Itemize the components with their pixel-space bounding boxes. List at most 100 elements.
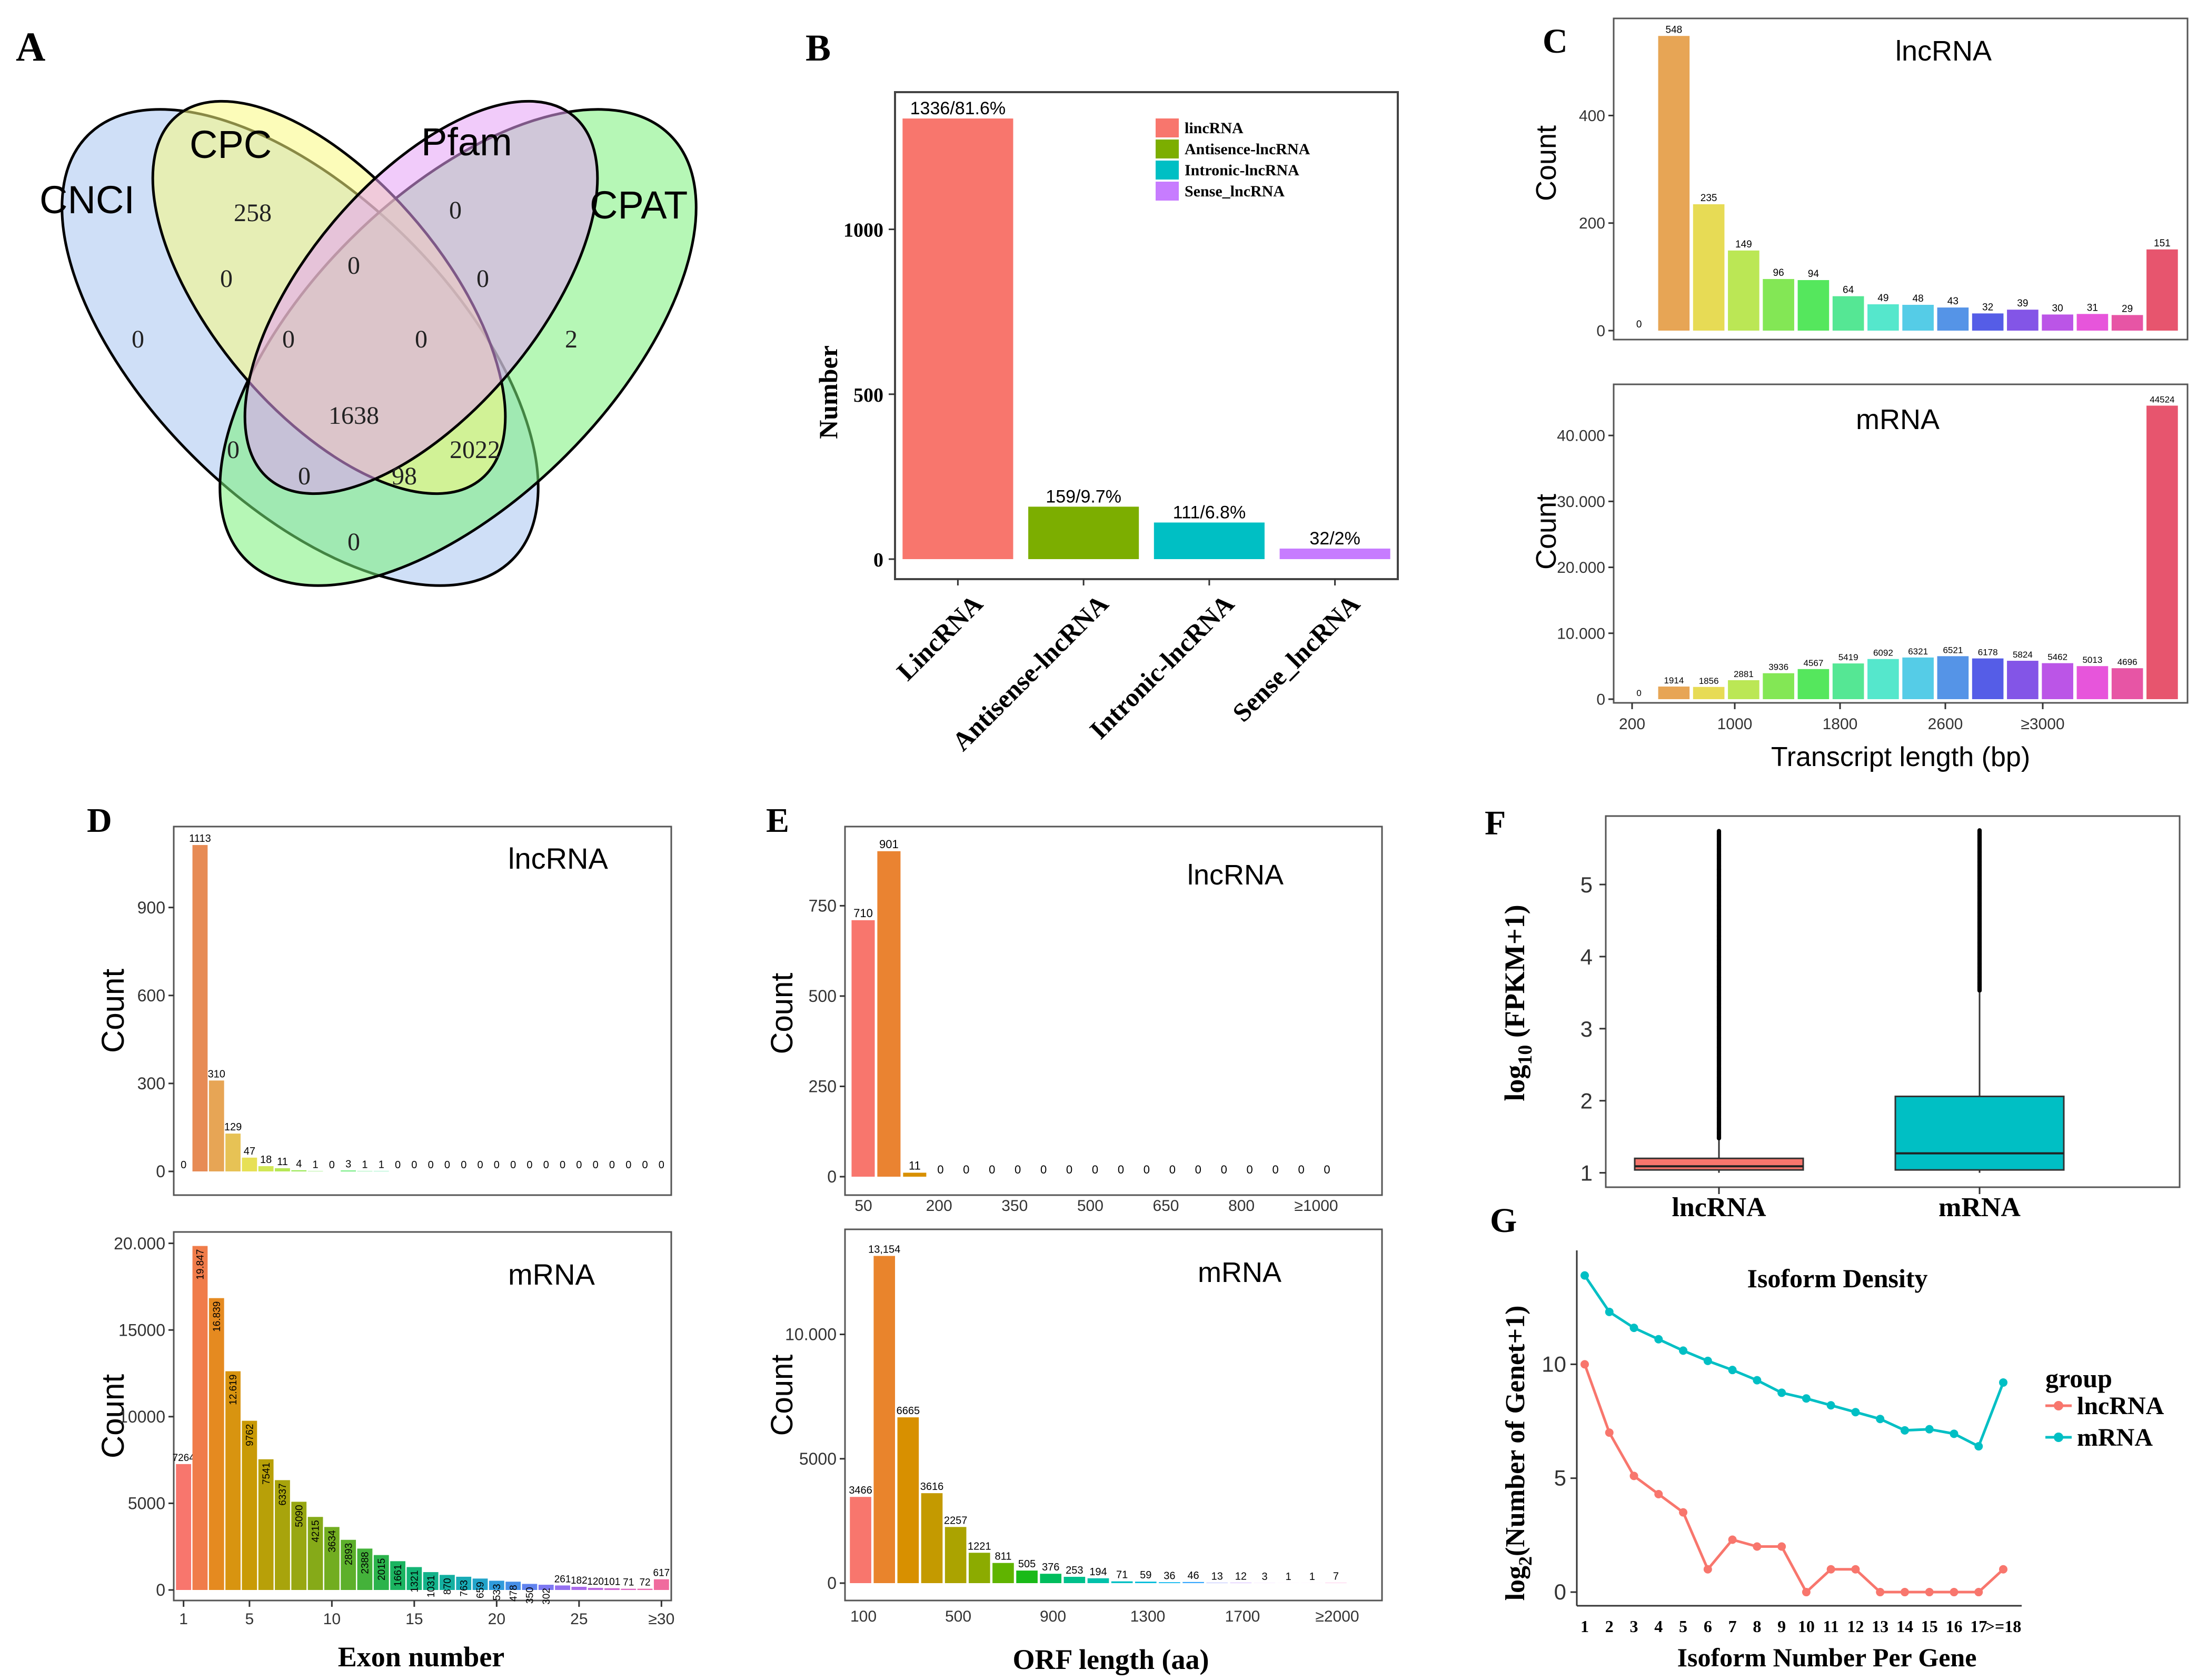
x-tick-label: 1800	[1823, 715, 1858, 733]
venn-set-pfam	[243, 100, 599, 495]
bar-value-label: 1031	[426, 1575, 437, 1597]
y-tick-label: 300	[137, 1074, 165, 1093]
bar-value-label: 1	[362, 1159, 367, 1170]
series-point	[1605, 1428, 1614, 1437]
bar	[968, 1553, 990, 1583]
bar	[902, 118, 1013, 559]
panel-d-x-axis: 1 5 10 15 20 25 ≥30	[179, 1601, 674, 1628]
bar	[341, 1170, 356, 1171]
bar-value-label: 376	[1042, 1562, 1059, 1573]
bar	[324, 1527, 340, 1590]
y-tick-label: 1000	[843, 220, 883, 242]
x-tick-label: 9	[1777, 1617, 1786, 1636]
bar	[1135, 1582, 1157, 1583]
panel-a-letter: A	[16, 24, 45, 69]
venn-count-cnci-cpat: 0	[347, 528, 360, 556]
panel-c-xlabel: Transcript length (bp)	[1771, 742, 2030, 772]
bar	[1154, 522, 1265, 559]
bar-value-label: 1	[379, 1159, 384, 1170]
series-point	[1679, 1346, 1688, 1355]
panel-c-letter: C	[1543, 22, 1568, 61]
bar-value-label: 350	[525, 1587, 536, 1604]
x-tick-label: 10	[323, 1611, 341, 1628]
bar	[176, 1464, 192, 1590]
panel-c-bottom-ylabel: Count	[1530, 494, 1562, 570]
bar-value-label: 32	[1982, 302, 1993, 313]
bar-value-label: 71	[1116, 1569, 1128, 1581]
bar-value-label: 0	[937, 1163, 943, 1176]
series-point	[1851, 1565, 1860, 1574]
bar	[423, 1572, 439, 1590]
bar	[505, 1582, 521, 1590]
bar-value-label: 901	[879, 838, 899, 851]
series-point	[1753, 1376, 1762, 1385]
bar-value-label: 3936	[1768, 662, 1788, 672]
bar	[921, 1493, 943, 1583]
panel-e-letter: E	[766, 801, 789, 840]
bar	[307, 1517, 323, 1590]
bar	[2076, 314, 2109, 331]
bar-value-label: 11	[909, 1159, 921, 1172]
bar-value-label: 0	[1636, 319, 1642, 330]
bar-value-label: 0	[1144, 1163, 1150, 1176]
venn-label-cpat: CPAT	[590, 183, 688, 227]
series-point	[1950, 1588, 1959, 1597]
legend-label: Intronic-lncRNA	[1185, 162, 1299, 179]
bar	[2042, 314, 2073, 331]
series-point	[1925, 1588, 1934, 1597]
venn-label-pfam: Pfam	[421, 120, 512, 164]
bar	[258, 1459, 274, 1590]
y-tick-label: 20.000	[1557, 559, 1605, 576]
series-point	[1753, 1542, 1762, 1551]
x-tick-label: mRNA	[1938, 1192, 2021, 1222]
bar-value-label: 13	[1211, 1570, 1223, 1582]
panel-c-top-title: lncRNA	[1895, 35, 1992, 67]
series-point	[1629, 1472, 1638, 1480]
bar-value-label: 182	[571, 1575, 588, 1586]
legend-label: lincRNA	[1185, 120, 1244, 137]
bar-value-label: 261	[554, 1574, 571, 1585]
bar	[1063, 1577, 1086, 1583]
bar	[489, 1580, 504, 1590]
series-point	[1900, 1588, 1909, 1597]
bar-value-label: 0	[1247, 1163, 1253, 1176]
panel-g-xlabel: Isoform Number Per Gene	[1677, 1643, 1977, 1672]
series-point	[1974, 1588, 1983, 1597]
bar	[291, 1502, 307, 1590]
bar-value-label: 2388	[360, 1552, 371, 1574]
bar	[390, 1561, 405, 1590]
bar	[873, 1256, 896, 1583]
bar-value-label: 1914	[1664, 675, 1684, 685]
venn-count-cpc-pfam: 0	[347, 252, 360, 280]
y-tick-label: 10.000	[1557, 625, 1605, 642]
panel-b-legend: lincRNA Antisence-lncRNA Intronic-lncRNA Se…	[1156, 118, 1310, 201]
panel-f-boxes: lncRNA mRNA 1 2 3 4 5	[1580, 828, 2065, 1222]
x-tick-label: 20	[488, 1611, 505, 1628]
bar-value-label: 64	[1843, 285, 1854, 296]
y-tick-label: 15000	[118, 1320, 165, 1339]
bar-value-label: 0	[1195, 1163, 1201, 1176]
bar-value-label: 0	[444, 1159, 450, 1171]
x-tick-label: 500	[1077, 1197, 1104, 1215]
series-point	[1728, 1535, 1737, 1544]
bar	[903, 1172, 927, 1177]
legend-point	[2054, 1433, 2063, 1442]
bar-value-label: 4696	[2118, 657, 2138, 667]
bar	[1658, 687, 1690, 699]
x-tick-label: 8	[1753, 1617, 1761, 1636]
bar-value-label: 478	[508, 1585, 519, 1602]
bar	[1867, 659, 1899, 699]
bar	[1972, 658, 2004, 699]
bar-value-label: 6092	[1873, 648, 1893, 658]
bar-value-label: 3	[345, 1158, 351, 1170]
bar	[1016, 1570, 1038, 1583]
y-tick-label: 10.000	[785, 1325, 837, 1344]
bar-value-label: 39	[2017, 298, 2028, 309]
bar-value-label: 4	[296, 1158, 302, 1170]
bar-value-label: 0	[428, 1159, 434, 1171]
bar-value-label: 1	[1286, 1571, 1291, 1583]
bar-value-label: 16.839	[212, 1301, 223, 1332]
series-line	[1583, 1275, 2005, 1448]
bar	[2111, 315, 2143, 331]
